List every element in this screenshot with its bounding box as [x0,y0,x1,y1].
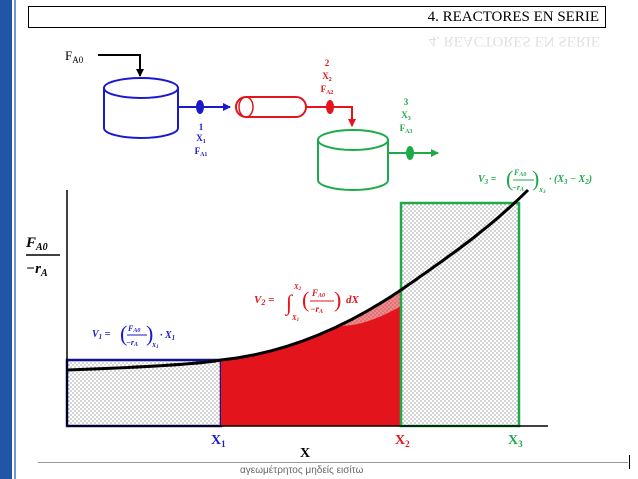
svg-text:FA0: FA0 [311,288,325,299]
footer-rule [38,462,628,463]
area-v3-cstr [399,201,521,428]
svg-text:−rA: −rA [512,183,524,193]
svg-text:−rA: −rA [26,261,48,279]
reactor-2-conversion: X2 [322,71,332,83]
svg-text:· X1: · X1 [160,330,175,342]
svg-text:X2: X2 [293,283,302,292]
reactor-2-outlet-arrow [306,106,356,127]
svg-text:(: ( [506,166,513,191]
x3-tick-label: X3 [508,433,523,449]
svg-text:dX: dX [346,294,360,306]
equation-v3: V3 = ( FA0 −rA ) X3 · (X3 − X2) [478,166,592,195]
svg-text:· (X3 − X2): · (X3 − X2) [549,174,592,186]
sidebar-stripe [14,0,16,479]
reactor-1-conversion: X1 [196,133,206,145]
svg-text:FA0: FA0 [25,235,48,253]
reactor-1-number: 1 [199,122,204,132]
svg-text:∫: ∫ [284,290,294,316]
footer-tick [629,455,630,469]
svg-text:−rA: −rA [126,338,138,348]
levenspiel-curve [66,188,530,372]
svg-text:X1: X1 [291,314,299,323]
svg-text:V2 =: V2 = [254,294,274,307]
svg-text:FA0: FA0 [127,324,140,334]
feed-arrow [98,54,144,77]
x2-tick-label: X2 [395,433,410,449]
svg-text:V1 =: V1 = [92,329,111,341]
svg-text:(: ( [302,287,309,312]
reactor-3-conversion: X3 [401,110,411,122]
svg-text:X1: X1 [151,343,159,350]
reactor-2-number: 2 [325,58,330,68]
reactor-3-tank [317,129,389,191]
feed-label: FA0 [65,48,84,65]
equation-v1: V1 = ( FA0 −rA ) X1 · X1 [92,321,175,350]
footer-motto: αγεωμέτρητος μηδείς εισίτω [240,465,364,476]
sample-point-1 [196,100,204,114]
reactor-2-flow: FA2 [321,84,334,96]
reactor-2-tube [235,96,307,118]
reactor-3-flow: FA3 [400,123,413,135]
slide-title: 4. REACTORES EN SERIE [427,9,599,25]
x-axis-label: X [300,446,310,461]
equation-v2: V2 = ∫ X2 X1 ( FA0 −rA ) dX [254,283,360,323]
sample-point-2 [326,100,334,114]
reactor-1-flow: FA1 [195,146,208,158]
sidebar-band [0,0,12,479]
svg-text:): ) [146,321,153,346]
svg-text:−rA: −rA [310,304,323,315]
title-box: 4. REACTORES EN SERIE [28,6,606,28]
svg-text:FA0: FA0 [513,168,526,178]
svg-text:V3 =: V3 = [478,174,497,186]
x1-tick-label: X1 [211,433,226,449]
reactor-1-tank [103,77,179,139]
reactor-3-number: 3 [404,97,409,107]
y-axis-label: FA0 −rA [25,235,60,279]
svg-text:): ) [334,287,341,312]
svg-text:): ) [532,166,539,191]
sample-point-3 [406,146,414,160]
svg-text:(: ( [120,321,127,346]
svg-text:X3: X3 [538,188,546,195]
